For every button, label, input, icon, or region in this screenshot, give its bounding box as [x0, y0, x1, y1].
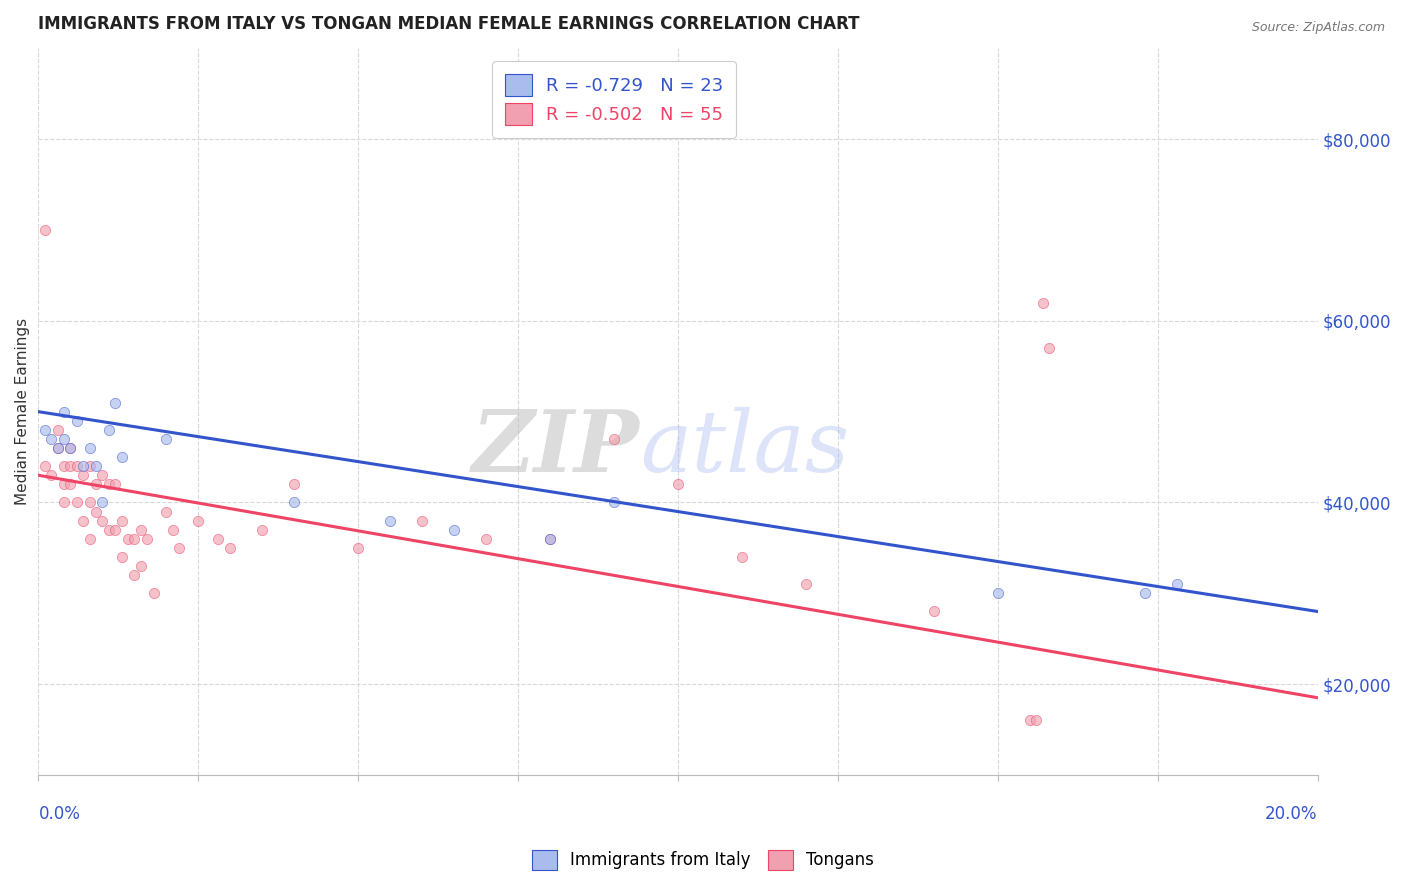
Point — [117, 532, 139, 546]
Point — [46, 441, 69, 455]
Point — [34, 459, 56, 474]
Point — [1133, 586, 1156, 600]
Point — [34, 423, 56, 437]
Point — [34, 223, 56, 237]
Point — [97, 423, 120, 437]
Point — [97, 523, 120, 537]
Point — [46, 441, 69, 455]
Point — [1025, 714, 1047, 728]
Point — [666, 477, 689, 491]
Point — [167, 541, 190, 555]
Point — [283, 477, 305, 491]
Point — [53, 405, 76, 419]
Y-axis label: Median Female Earnings: Median Female Earnings — [15, 318, 30, 505]
Point — [162, 523, 184, 537]
Point — [84, 459, 107, 474]
Point — [155, 505, 177, 519]
Point — [104, 477, 127, 491]
Point — [59, 477, 82, 491]
Point — [187, 514, 209, 528]
Point — [252, 523, 274, 537]
Point — [79, 532, 101, 546]
Point — [46, 423, 69, 437]
Point — [53, 495, 76, 509]
Point — [91, 514, 114, 528]
Point — [59, 441, 82, 455]
Point — [97, 477, 120, 491]
Point — [124, 568, 146, 582]
Point — [53, 477, 76, 491]
Point — [91, 468, 114, 483]
Point — [79, 459, 101, 474]
Point — [1018, 714, 1040, 728]
Point — [538, 532, 561, 546]
Text: Source: ZipAtlas.com: Source: ZipAtlas.com — [1251, 21, 1385, 34]
Point — [731, 549, 754, 564]
Point — [603, 495, 626, 509]
Point — [53, 459, 76, 474]
Point — [79, 495, 101, 509]
Point — [66, 495, 89, 509]
Point — [110, 549, 132, 564]
Point — [53, 432, 76, 446]
Point — [603, 432, 626, 446]
Legend: Immigrants from Italy, Tongans: Immigrants from Italy, Tongans — [526, 843, 880, 877]
Point — [380, 514, 402, 528]
Point — [443, 523, 465, 537]
Point — [66, 414, 89, 428]
Point — [475, 532, 498, 546]
Point — [110, 514, 132, 528]
Point — [59, 459, 82, 474]
Point — [104, 395, 127, 409]
Text: IMMIGRANTS FROM ITALY VS TONGAN MEDIAN FEMALE EARNINGS CORRELATION CHART: IMMIGRANTS FROM ITALY VS TONGAN MEDIAN F… — [38, 15, 860, 33]
Point — [142, 586, 165, 600]
Point — [411, 514, 433, 528]
Point — [207, 532, 229, 546]
Point — [1038, 341, 1060, 355]
Point — [538, 532, 561, 546]
Point — [39, 468, 62, 483]
Point — [72, 459, 94, 474]
Point — [129, 559, 152, 574]
Point — [987, 586, 1010, 600]
Point — [72, 514, 94, 528]
Point — [136, 532, 159, 546]
Point — [84, 505, 107, 519]
Point — [283, 495, 305, 509]
Point — [110, 450, 132, 464]
Point — [72, 468, 94, 483]
Point — [59, 441, 82, 455]
Text: ZIP: ZIP — [472, 406, 640, 490]
Point — [922, 605, 945, 619]
Point — [347, 541, 370, 555]
Point — [155, 432, 177, 446]
Point — [794, 577, 817, 591]
Point — [124, 532, 146, 546]
Text: 0.0%: 0.0% — [38, 805, 80, 823]
Point — [91, 495, 114, 509]
Point — [84, 477, 107, 491]
Point — [39, 432, 62, 446]
Text: 20.0%: 20.0% — [1265, 805, 1317, 823]
Legend: R = -0.729   N = 23, R = -0.502   N = 55: R = -0.729 N = 23, R = -0.502 N = 55 — [492, 62, 737, 137]
Text: atlas: atlas — [640, 407, 849, 490]
Point — [129, 523, 152, 537]
Point — [104, 523, 127, 537]
Point — [66, 459, 89, 474]
Point — [219, 541, 242, 555]
Point — [79, 441, 101, 455]
Point — [1031, 295, 1053, 310]
Point — [1166, 577, 1188, 591]
